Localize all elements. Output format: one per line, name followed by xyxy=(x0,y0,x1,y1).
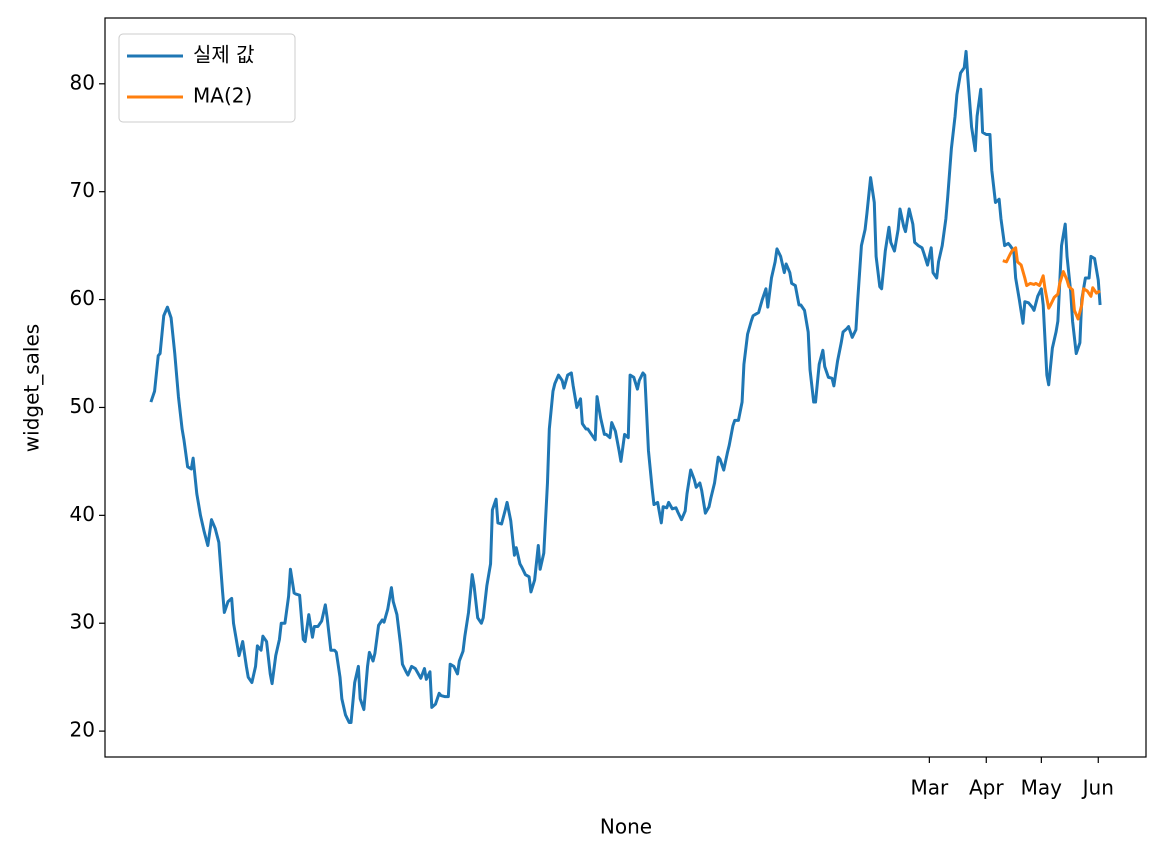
y-axis-label: widget_sales xyxy=(20,324,44,452)
legend-label: MA(2) xyxy=(193,84,252,108)
series-line xyxy=(1002,246,1101,321)
y-tick-label: 80 xyxy=(70,70,95,94)
x-tick-label: Jun xyxy=(1081,776,1114,800)
x-tick-label: May xyxy=(1021,776,1063,800)
y-tick-label: 50 xyxy=(70,394,95,418)
y-tick-label: 60 xyxy=(70,286,95,310)
y-tick-label: 20 xyxy=(70,718,95,742)
x-tick-label: Apr xyxy=(969,776,1004,800)
plot-frame xyxy=(104,17,1147,758)
legend-label: 실제 값 xyxy=(193,43,255,67)
series-line xyxy=(149,49,1102,724)
y-tick-label: 70 xyxy=(70,178,95,202)
x-axis-label: None xyxy=(600,815,652,839)
y-tick-label: 30 xyxy=(70,610,95,634)
x-tick-label: Mar xyxy=(910,776,949,800)
y-tick-label: 40 xyxy=(70,502,95,526)
